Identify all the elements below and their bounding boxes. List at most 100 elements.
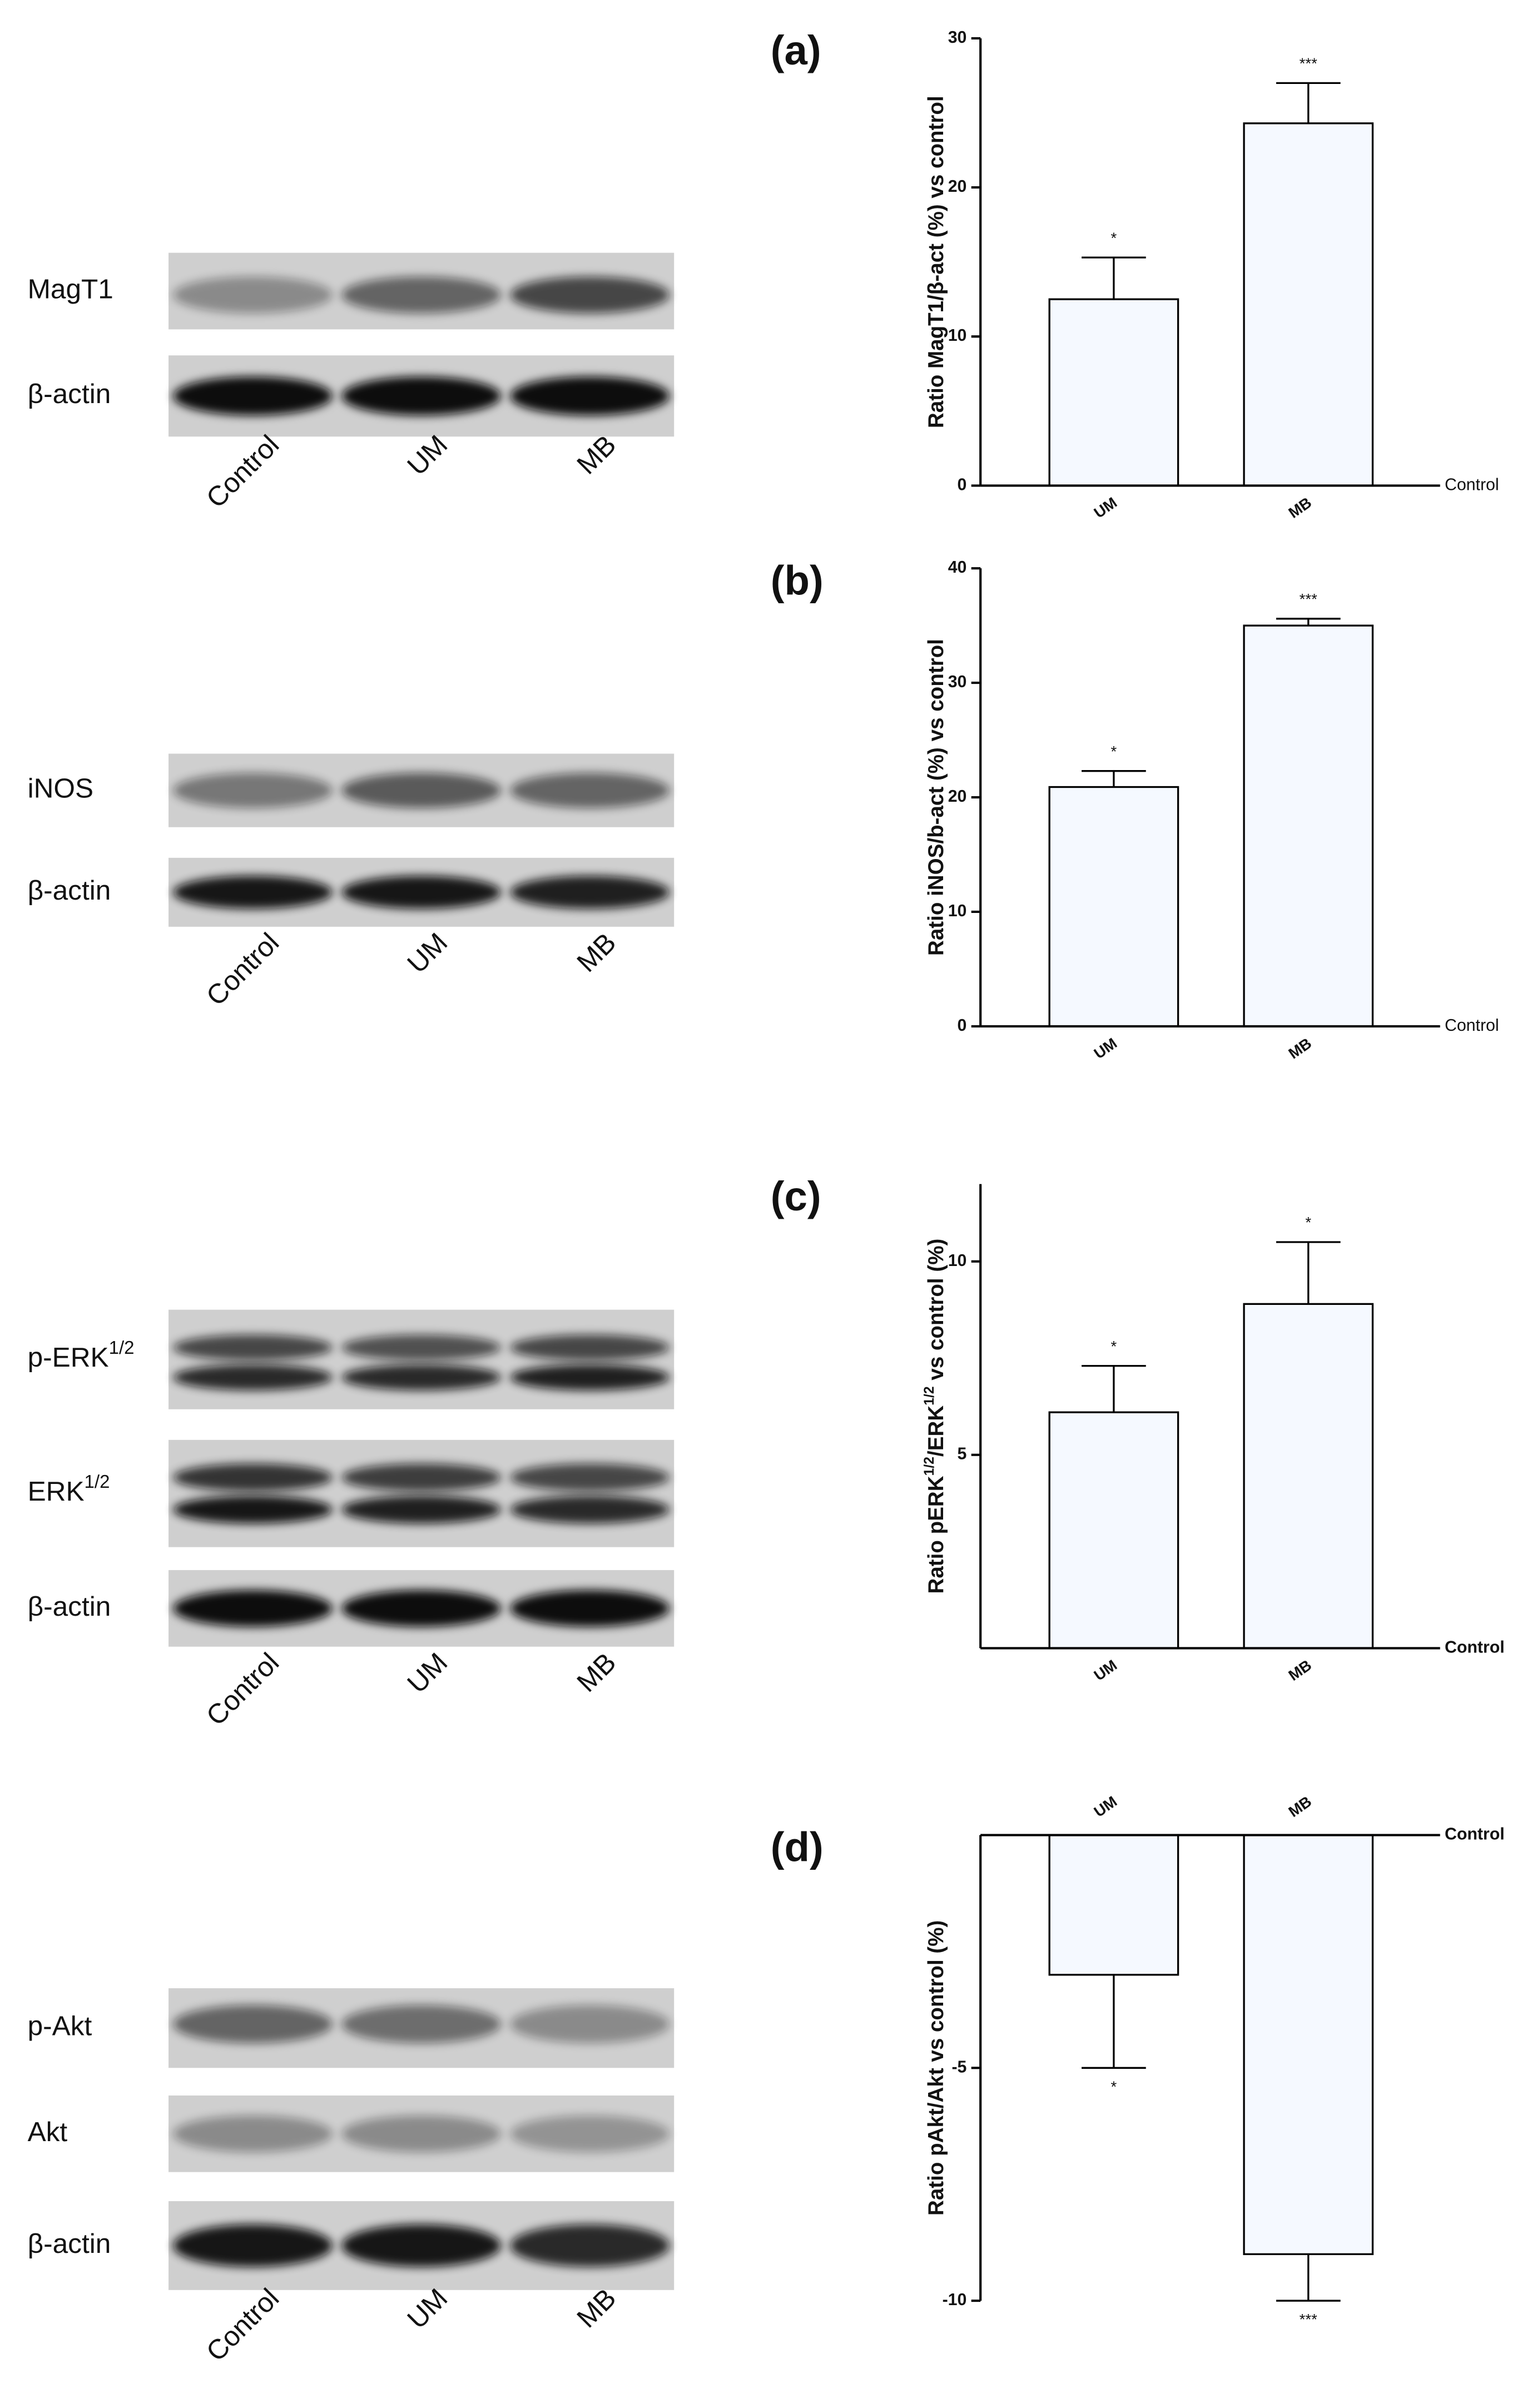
lane-label: Control [200,2282,285,2367]
y-axis-label-part: vs control (%) [924,1239,948,1387]
blot-band [341,772,501,808]
y-tick-label: 20 [948,177,967,196]
lane-label: MB [571,1647,622,1698]
bar-chart: (a) Ratio MagT1/β-act (%) vs control 0 10 20… [771,27,1499,522]
blot-row-label: p-Akt [28,2010,92,2042]
significance-label: * [1111,743,1117,760]
blot-band [341,2224,501,2267]
blot-band [341,276,501,314]
blot-row-label-text: Akt [28,2116,68,2147]
lane-label: MB [571,927,622,978]
x-tick-label: UM [1090,1656,1120,1684]
blot-band [341,2005,501,2043]
blot-row-label: MagT1 [28,274,113,305]
blot-band [173,1364,333,1391]
significance-label: *** [1300,2311,1317,2328]
panel-label: (a) [771,27,821,73]
blot-row-label-text: p-Akt [28,2010,92,2042]
blot-row-label-text: p-ERK [28,1342,109,1373]
y-axis-label-sup: 1/2 [922,1457,937,1476]
blot-band [510,1334,670,1361]
bar [1243,1834,1374,2255]
blot-band [173,2115,333,2152]
bar-chart: (c)Ratio pERK1/2/ERK1/2 vs control (%)51… [771,1173,1505,1684]
blot-band [510,772,670,808]
blot-band [173,376,333,416]
panel-label: (c) [771,1173,821,1219]
blot-band [341,1334,501,1361]
baseline-label: Control [1445,475,1499,494]
y-axis-label-part: /ERK [924,1406,948,1457]
blot-band [173,276,333,314]
blot-row-label: β-actin [28,378,111,409]
bar [1243,1303,1374,1650]
x-tick-label: UM [1090,1034,1120,1062]
y-axis-label: Ratio pERK1/2/ERK1/2 vs control (%) [922,1239,948,1594]
y-tick-label: -5 [951,2058,966,2076]
y-axis-label-sup: 1/2 [922,1386,937,1405]
bar [1243,624,1374,1027]
blot-row-label-sup: 1/2 [109,1338,135,1358]
significance-label: * [1305,1214,1311,1231]
lane-label: UM [401,927,453,979]
blot-band [510,1364,670,1391]
y-axis-label: Ratio MagT1/β-act (%) vs control [924,96,948,428]
blot-band [510,276,670,314]
blot-row-label-text: ERK [28,1476,85,1507]
blot-band [510,376,670,416]
blot-band [173,772,333,808]
blot-band [510,1496,670,1524]
blot-row-label: β-actin [28,875,111,906]
blot-row-label-text: β-actin [28,875,111,906]
blot-band [341,1590,501,1627]
bar [1048,786,1179,1027]
blot-row-label: ERK1/2 [28,1472,110,1507]
bar-charts: (a) Ratio MagT1/β-act (%) vs control 0 10 20… [771,27,1505,2328]
panel-label: (b) [771,557,824,603]
bar-chart: (b) Ratio iNOS/b-act (%) vs control 0 10 20 3… [771,557,1499,1062]
bar [1243,122,1374,487]
blot-row-label-text: MagT1 [28,274,113,305]
y-axis-label-part: Ratio pERK [924,1476,948,1593]
blot-band [341,1496,501,1524]
baseline-label: Control [1445,1638,1505,1656]
x-tick-label: MB [1285,1656,1315,1684]
y-tick-label: 0 [958,475,967,494]
blot-band [173,2224,333,2267]
lane-label: MB [571,429,622,480]
lane-label: Control [200,927,285,1012]
blot-band [510,1590,670,1627]
blot-band [510,876,670,909]
blot-band [341,2115,501,2152]
bar-chart: (d) Ratio pAkt/Akt vs control (%) -5 -10 * UM… [771,1793,1505,2328]
blot-row-label: Akt [28,2116,68,2147]
blot-row-label: β-actin [28,1591,111,1622]
y-tick-label: 10 [948,902,967,920]
y-tick-label: 10 [948,326,967,345]
y-tick-label: 10 [948,1252,967,1270]
panel-label: (d) [771,1824,824,1870]
blot-row-label: iNOS [28,773,93,804]
y-tick-label: -10 [943,2291,967,2309]
significance-label: * [1111,2078,1117,2095]
blot-band [510,1463,670,1492]
blot-band [341,1463,501,1492]
blot-band [173,1463,333,1492]
blot-band [510,2115,670,2152]
y-axis-label: Ratio pAkt/Akt vs control (%) [924,1920,948,2216]
baseline-label: Control [1445,1016,1499,1035]
blot-band [341,876,501,909]
y-tick-label: 40 [948,558,967,577]
bar [1048,298,1179,487]
blot-background [168,1439,675,1547]
y-tick-label: 30 [948,673,967,691]
blot-band [173,1496,333,1524]
x-tick-label: MB [1285,494,1315,522]
y-tick-label: 30 [948,28,967,47]
bar [1048,1411,1179,1650]
lane-label: UM [401,1647,453,1699]
blot-row-label-text: iNOS [28,773,93,804]
lane-label: MB [571,2282,622,2333]
significance-label: *** [1300,590,1317,608]
